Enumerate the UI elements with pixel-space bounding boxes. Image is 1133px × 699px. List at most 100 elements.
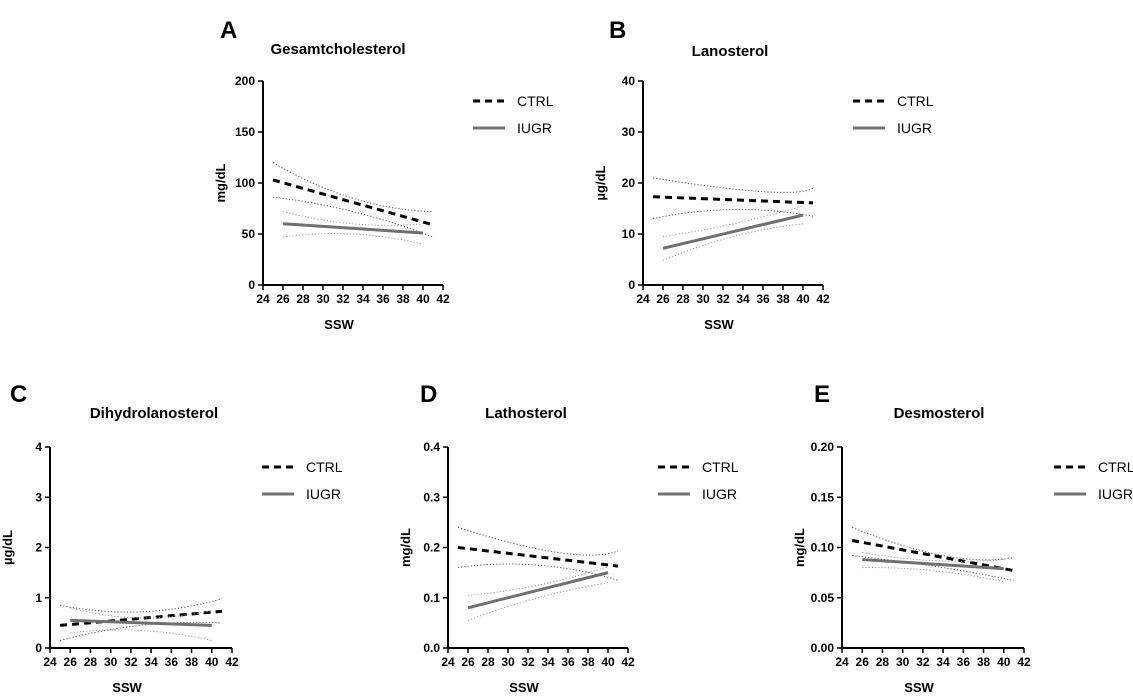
x-tick-label: 30 — [316, 292, 330, 306]
x-tick-label: 38 — [581, 655, 595, 669]
x-tick-label: 30 — [104, 655, 118, 669]
y-tick-label: 20 — [622, 176, 636, 190]
x-tick-label: 26 — [856, 655, 870, 669]
x-tick-label: 38 — [396, 292, 410, 306]
x-tick-label: 26 — [461, 655, 475, 669]
chart-title: Lanosterol — [692, 43, 769, 60]
chart-title: Gesamtcholesterol — [270, 41, 405, 58]
x-tick-label: 42 — [816, 292, 830, 306]
x-tick-label: 28 — [296, 292, 310, 306]
legend-label-iugr: IUGR — [702, 486, 737, 502]
x-axis-label: SSW — [904, 680, 934, 695]
x-tick-label: 36 — [957, 655, 971, 669]
x-tick-label: 36 — [165, 655, 179, 669]
panel-letter: C — [10, 381, 27, 408]
x-tick-label: 28 — [84, 655, 98, 669]
x-tick-label: 28 — [876, 655, 890, 669]
legend-label-ctrl: CTRL — [517, 93, 554, 109]
panel-letter: E — [814, 381, 830, 408]
x-tick-label: 42 — [225, 655, 239, 669]
y-tick-label: 150 — [235, 125, 255, 139]
series-iugr-ci-lower-band — [662, 223, 804, 261]
y-tick-label: 50 — [242, 227, 256, 241]
x-tick-label: 24 — [43, 655, 57, 669]
x-tick-label: 32 — [521, 655, 535, 669]
x-axis-label: SSW — [112, 680, 142, 695]
chart-title: Dihydrolanosterol — [90, 405, 218, 422]
x-tick-label: 40 — [601, 655, 615, 669]
series-ctrl-ci-lower-band — [852, 555, 1014, 582]
x-tick-label: 24 — [441, 655, 455, 669]
series-iugr-ci-lower-band — [862, 567, 1004, 583]
x-axis-label: SSW — [704, 317, 734, 332]
x-tick-label: 40 — [796, 292, 810, 306]
x-tick-label: 30 — [501, 655, 515, 669]
x-tick-label: 34 — [144, 655, 158, 669]
legend-label-iugr: IUGR — [517, 120, 552, 136]
series-ctrl-line — [851, 538, 1015, 573]
x-tick-label: 24 — [256, 292, 270, 306]
x-tick-label: 42 — [436, 292, 450, 306]
series-ctrl-ci-lower-band — [59, 621, 222, 641]
x-tick-label: 40 — [205, 655, 219, 669]
legend-label-iugr: IUGR — [1098, 486, 1133, 502]
series-ctrl-line — [272, 178, 434, 227]
y-tick-label: 0.15 — [811, 490, 835, 504]
chart-title: Lathosterol — [485, 405, 567, 422]
chart-panel-b: B Lanosterol 24 26 28 30 32 34 36 38 40 42 0 10 20 30 40… — [593, 17, 934, 332]
x-tick-label: 32 — [916, 655, 930, 669]
legend-label-ctrl: CTRL — [306, 459, 343, 475]
series-ctrl-ci-upper-band — [60, 598, 223, 613]
x-tick-label: 38 — [185, 655, 199, 669]
x-tick-label: 32 — [716, 292, 730, 306]
series-iugr-ci-lower-band — [70, 629, 212, 641]
y-tick-label: 0.20 — [811, 440, 835, 454]
y-tick-label: 200 — [235, 74, 255, 88]
series-iugr-ci-upper-band — [862, 552, 1004, 562]
panel-letter: B — [609, 17, 626, 44]
series-iugr-ci-lower-band — [282, 233, 424, 245]
x-tick-label: 36 — [561, 655, 575, 669]
x-tick-label: 34 — [736, 292, 750, 306]
y-tick-label: 0.1 — [423, 591, 440, 605]
y-tick-label: 10 — [622, 227, 636, 241]
legend-label-ctrl: CTRL — [702, 459, 739, 475]
x-tick-label: 30 — [696, 292, 710, 306]
x-tick-label: 42 — [1017, 655, 1031, 669]
x-tick-label: 34 — [541, 655, 555, 669]
series-ctrl-ci-lower-band — [457, 563, 619, 581]
y-tick-label: 0.3 — [423, 490, 440, 504]
y-tick-label: 1 — [35, 591, 42, 605]
x-axis-label: SSW — [324, 317, 354, 332]
y-axis-label: µg/dL — [593, 165, 608, 200]
series-iugr-line — [282, 222, 424, 235]
y-tick-label: 4 — [35, 440, 42, 454]
x-tick-label: 32 — [336, 292, 350, 306]
x-tick-label: 24 — [835, 655, 849, 669]
y-tick-label: 100 — [235, 176, 255, 190]
y-tick-label: 0 — [628, 278, 635, 292]
chart-panel-d: D Lathosterol 24 26 28 30 32 34 36 38 40 42 0.0 0.1 0.… — [398, 381, 739, 695]
y-axis-label: mg/dL — [398, 528, 413, 567]
x-tick-label: 40 — [416, 292, 430, 306]
chart-panel-e: E Desmosterol 24 26 28 30 32 34 36 38 40 42 0.00 0.05… — [792, 381, 1133, 695]
legend-label-ctrl: CTRL — [1098, 459, 1133, 475]
x-tick-label: 28 — [481, 655, 495, 669]
x-tick-label: 32 — [124, 655, 138, 669]
x-tick-label: 34 — [356, 292, 370, 306]
panel-letter: D — [420, 381, 437, 408]
panel-letter: A — [220, 17, 237, 44]
y-axis-label: mg/dL — [792, 528, 807, 567]
series-iugr-ci-upper-band — [467, 566, 609, 596]
y-axis-label: µg/dL — [0, 530, 15, 565]
series-ctrl-line — [652, 195, 814, 205]
x-tick-label: 30 — [896, 655, 910, 669]
series-iugr-line — [662, 213, 804, 250]
x-tick-label: 26 — [656, 292, 670, 306]
series-ctrl-ci-upper-band — [652, 177, 814, 193]
series-iugr-line — [862, 558, 1004, 571]
series-iugr-ci-upper-band — [662, 205, 804, 238]
x-tick-label: 36 — [756, 292, 770, 306]
